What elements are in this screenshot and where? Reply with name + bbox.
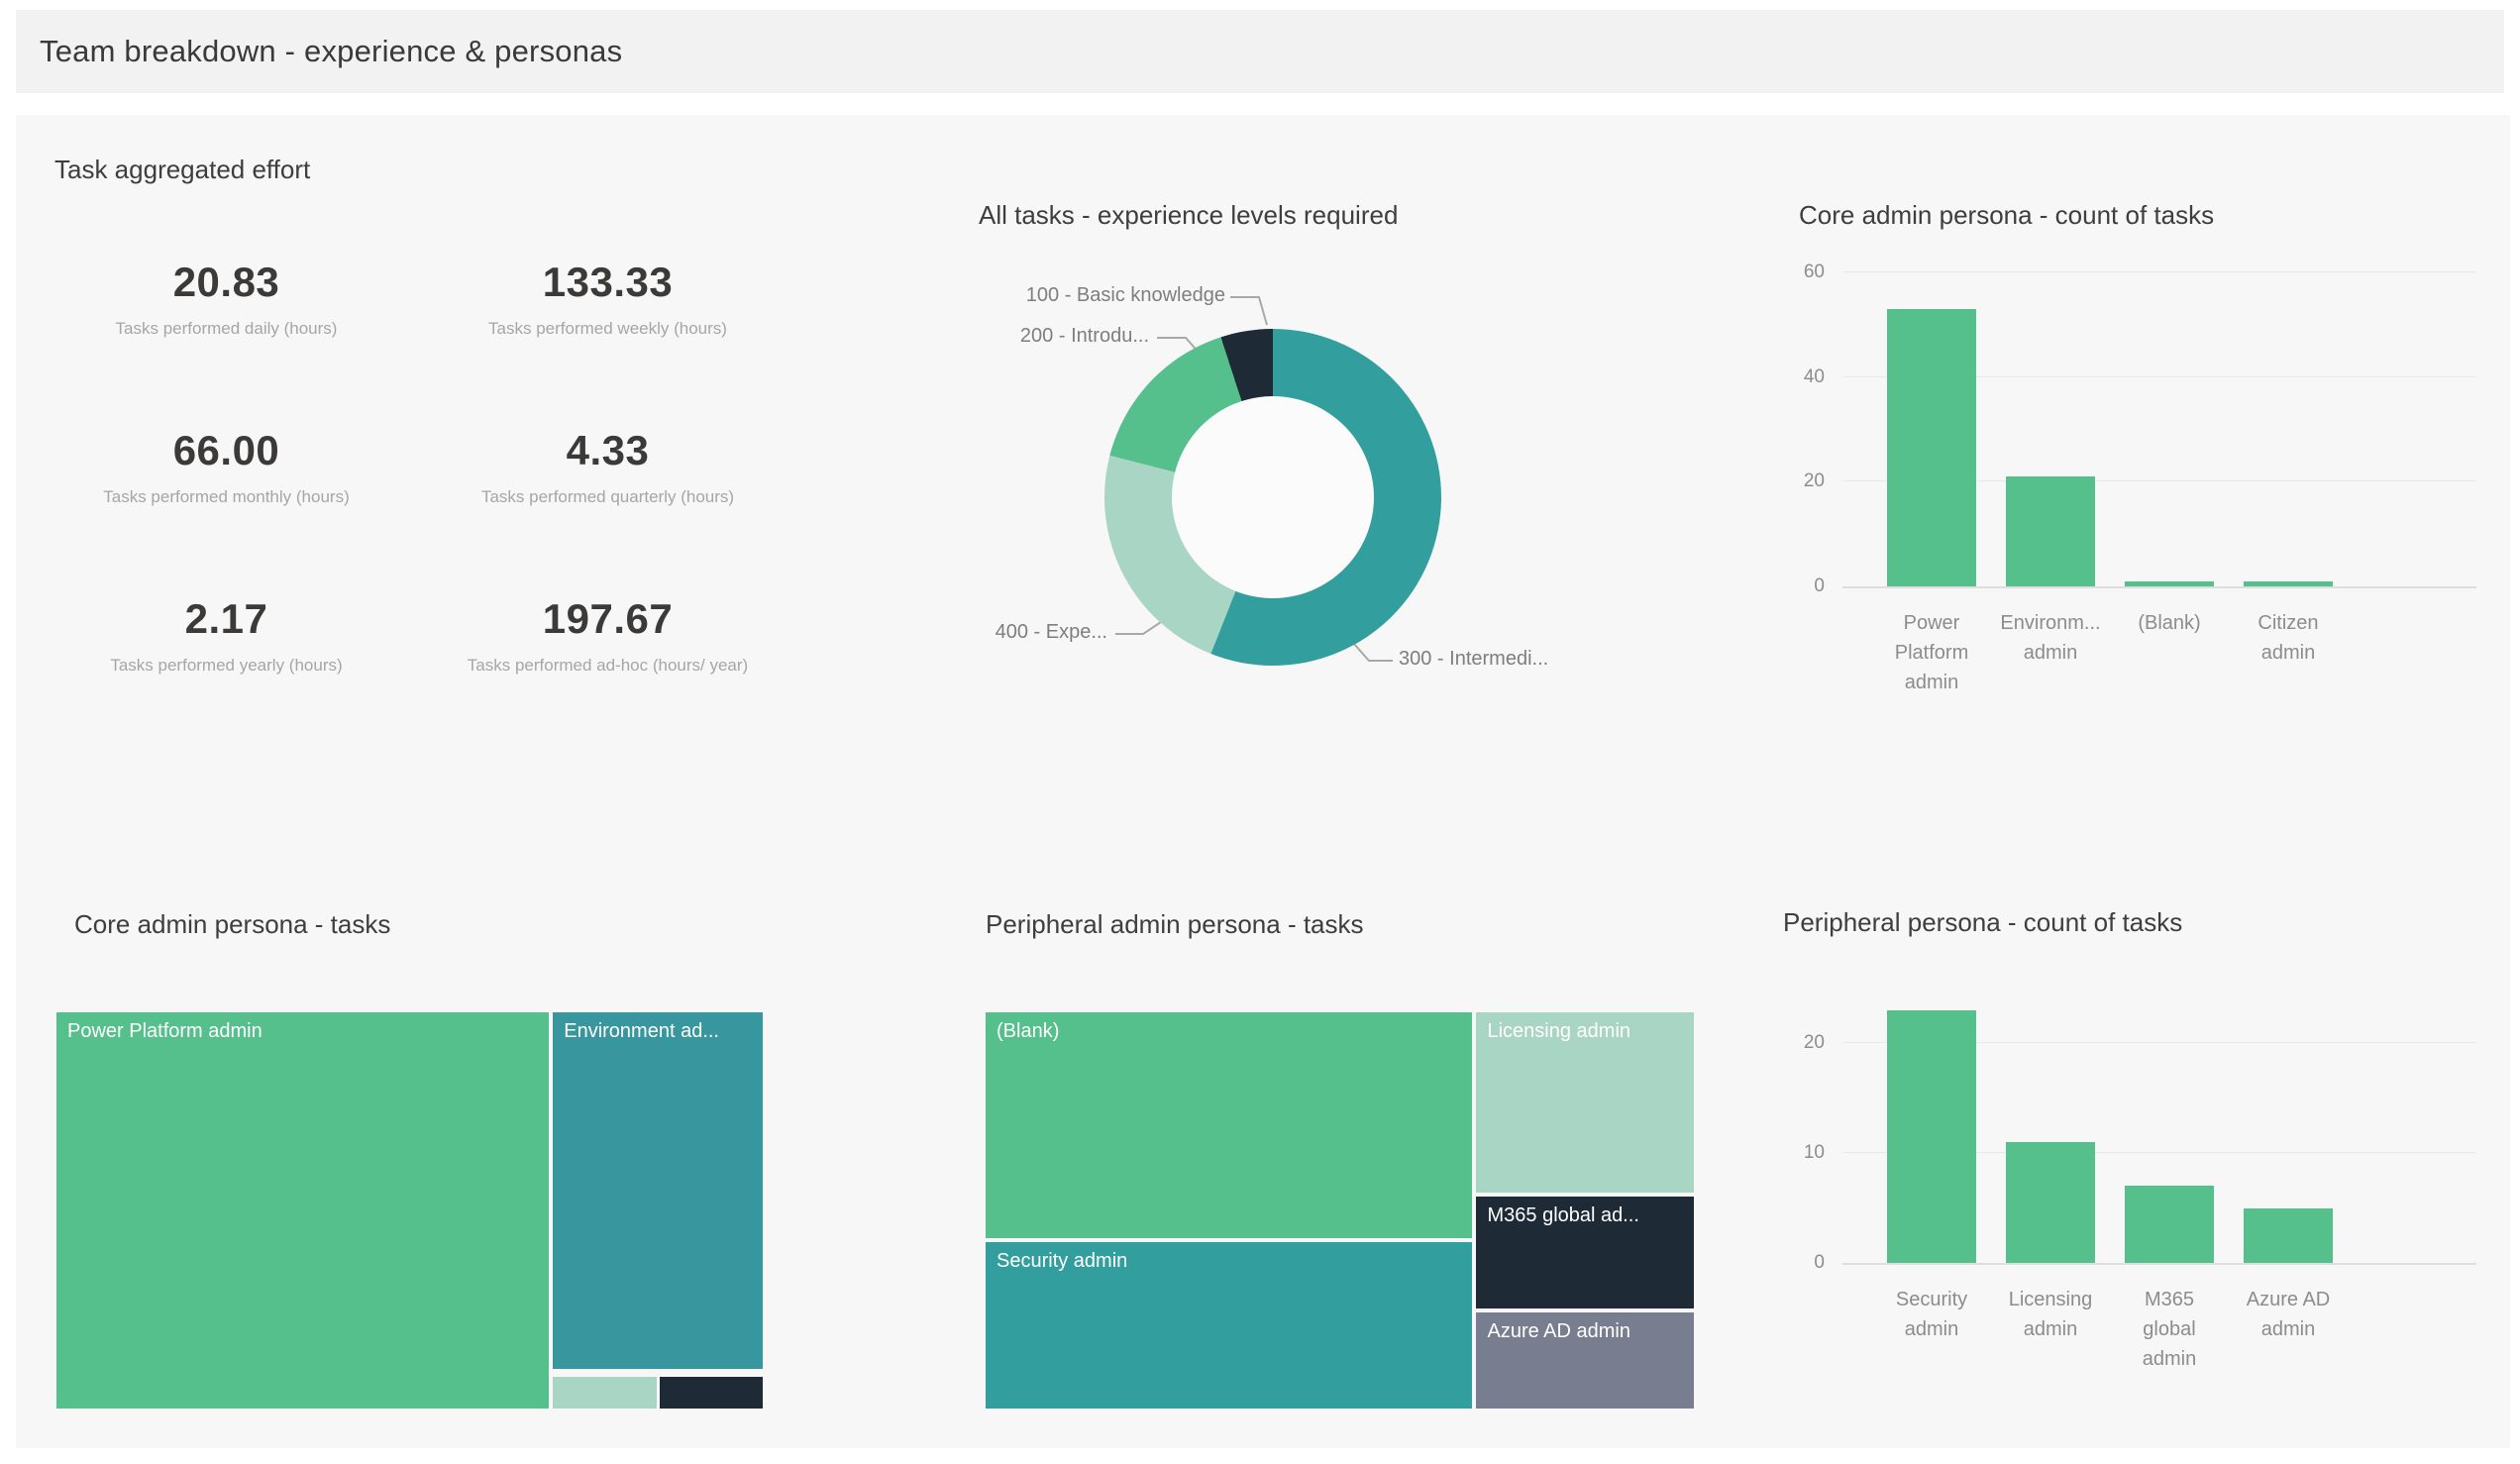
page-title: Team breakdown - experience & personas bbox=[40, 34, 623, 68]
peripheral-admin-treemap: (Blank) Security admin Licensing admin M365… bbox=[986, 1012, 1694, 1409]
bar-licensing-admin[interactable] bbox=[2006, 1142, 2095, 1263]
donut-label-300-intermediate: 300 - Intermedi... bbox=[1399, 648, 1549, 670]
gridline bbox=[1842, 1152, 2476, 1154]
kpi-label: Tasks performed daily (hours) bbox=[115, 318, 338, 338]
kpi-card-title: Task aggregated effort bbox=[54, 155, 311, 184]
kpi-item: 2.17 Tasks performed yearly (hours) bbox=[36, 551, 417, 719]
x-axis-category-label: Citizen admin bbox=[2258, 612, 2319, 664]
donut-chart-title: All tasks - experience levels required bbox=[979, 200, 1399, 230]
kpi-value: 20.83 bbox=[172, 258, 280, 305]
kpi-item: 4.33 Tasks performed quarterly (hours) bbox=[417, 382, 798, 551]
kpi-item: 20.83 Tasks performed daily (hours) bbox=[36, 214, 417, 382]
x-axis-category-label: Azure AD admin bbox=[2246, 1289, 2331, 1340]
gridline bbox=[1842, 271, 2476, 272]
kpi-label: Tasks performed monthly (hours) bbox=[103, 486, 350, 506]
kpi-label: Tasks performed quarterly (hours) bbox=[480, 486, 735, 506]
kpi-label: Tasks performed yearly (hours) bbox=[110, 655, 343, 675]
experience-donut-visual: 100 - Basic knowledge 200 - Introdu... 4… bbox=[967, 263, 1759, 808]
bar-power-platform-admin[interactable] bbox=[1887, 308, 1976, 586]
bar-citizen-admin[interactable] bbox=[2244, 580, 2333, 586]
kpi-grid: 20.83 Tasks performed daily (hours) 133.33… bbox=[36, 214, 798, 719]
x-axis-category-label: (Blank) bbox=[2138, 612, 2201, 634]
kpi-label: Tasks performed ad-hoc (hours/ year) bbox=[467, 655, 749, 675]
leader-line bbox=[1230, 296, 1268, 326]
bar-environm-admin[interactable] bbox=[2006, 476, 2095, 586]
treemap-tile-azure-ad-admin[interactable]: Azure AD admin bbox=[1476, 1311, 1694, 1409]
treemap-tile-security-admin[interactable]: Security admin bbox=[986, 1242, 1473, 1409]
bar-m365-global-admin[interactable] bbox=[2125, 1186, 2214, 1263]
core-count-chart-title: Core admin persona - count of tasks bbox=[1799, 200, 2215, 230]
y-axis-tick-label: 20 bbox=[1803, 1032, 1825, 1054]
y-axis-tick-label: 10 bbox=[1803, 1142, 1825, 1164]
y-axis-tick-label: 60 bbox=[1803, 261, 1825, 282]
bar-azure-ad-admin[interactable] bbox=[2244, 1207, 2333, 1263]
core-admin-treemap: Power Platform admin Environment ad... bbox=[56, 1012, 763, 1409]
gridline bbox=[1842, 375, 2476, 377]
bar-security-admin[interactable] bbox=[1887, 1010, 1976, 1263]
core-count-bar-chart: 0 20 40 60 Power Platform admin Environm... a… bbox=[1804, 261, 2476, 693]
peripheral-count-chart-title: Peripheral persona - count of tasks bbox=[1783, 907, 2183, 937]
dashboard-panel: Task aggregated effort 20.83 Tasks perfor… bbox=[16, 115, 2510, 1448]
y-axis-tick-label: 0 bbox=[1814, 1252, 1825, 1273]
y-axis-tick-label: 0 bbox=[1814, 575, 1825, 596]
x-axis-category-label: Power Platform admin bbox=[1894, 612, 1969, 693]
peripheral-count-bar-chart: 0 10 20 Security admin Licensing admin M365 g… bbox=[1804, 989, 2476, 1370]
bar--blank-[interactable] bbox=[2125, 580, 2214, 586]
y-axis-tick-label: 40 bbox=[1803, 366, 1825, 387]
kpi-value: 2.17 bbox=[184, 594, 268, 642]
kpi-value: 4.33 bbox=[566, 426, 650, 473]
donut-label-100-basic: 100 - Basic knowledge bbox=[1025, 284, 1225, 306]
x-axis-category-label: Security admin bbox=[1895, 1289, 1968, 1340]
peripheral-treemap-title: Peripheral admin persona - tasks bbox=[986, 909, 1364, 939]
treemap-tile--blank-[interactable]: (Blank) bbox=[986, 1012, 1473, 1238]
treemap-tile-m365-global-ad-[interactable]: M365 global ad... bbox=[1476, 1197, 1694, 1308]
x-axis-category-label: Licensing admin bbox=[2008, 1289, 2093, 1340]
donut-label-200-introductory: 200 - Introdu... bbox=[1019, 325, 1149, 347]
x-axis-category-label: M365 global admin bbox=[2142, 1289, 2197, 1370]
treemap-tile-power-platform-admin[interactable]: Power Platform admin bbox=[56, 1012, 549, 1409]
page-header: Team breakdown - experience & personas bbox=[16, 10, 2504, 93]
gridline bbox=[1842, 1042, 2476, 1044]
kpi-item: 197.67 Tasks performed ad-hoc (hours/ yea… bbox=[417, 551, 798, 719]
treemap-tile[interactable] bbox=[659, 1377, 763, 1409]
x-axis-category-label: Environm... admin bbox=[2000, 612, 2101, 664]
gridline bbox=[1842, 480, 2476, 482]
treemap-tile-licensing-admin[interactable]: Licensing admin bbox=[1476, 1012, 1694, 1193]
kpi-item: 66.00 Tasks performed monthly (hours) bbox=[36, 382, 417, 551]
treemap-tile-environment-ad-[interactable]: Environment ad... bbox=[553, 1012, 763, 1369]
kpi-value: 66.00 bbox=[172, 426, 280, 473]
kpi-item: 133.33 Tasks performed weekly (hours) bbox=[417, 214, 798, 382]
kpi-value: 197.67 bbox=[542, 594, 674, 642]
kpi-value: 133.33 bbox=[542, 258, 674, 305]
treemap-tile[interactable] bbox=[553, 1377, 658, 1409]
y-axis-tick-label: 20 bbox=[1803, 471, 1825, 492]
experience-donut-chart[interactable] bbox=[1104, 329, 1441, 666]
kpi-label: Tasks performed weekly (hours) bbox=[488, 318, 727, 338]
donut-label-400-expert: 400 - Expe... bbox=[995, 621, 1107, 643]
core-treemap-title: Core admin persona - tasks bbox=[74, 909, 391, 939]
